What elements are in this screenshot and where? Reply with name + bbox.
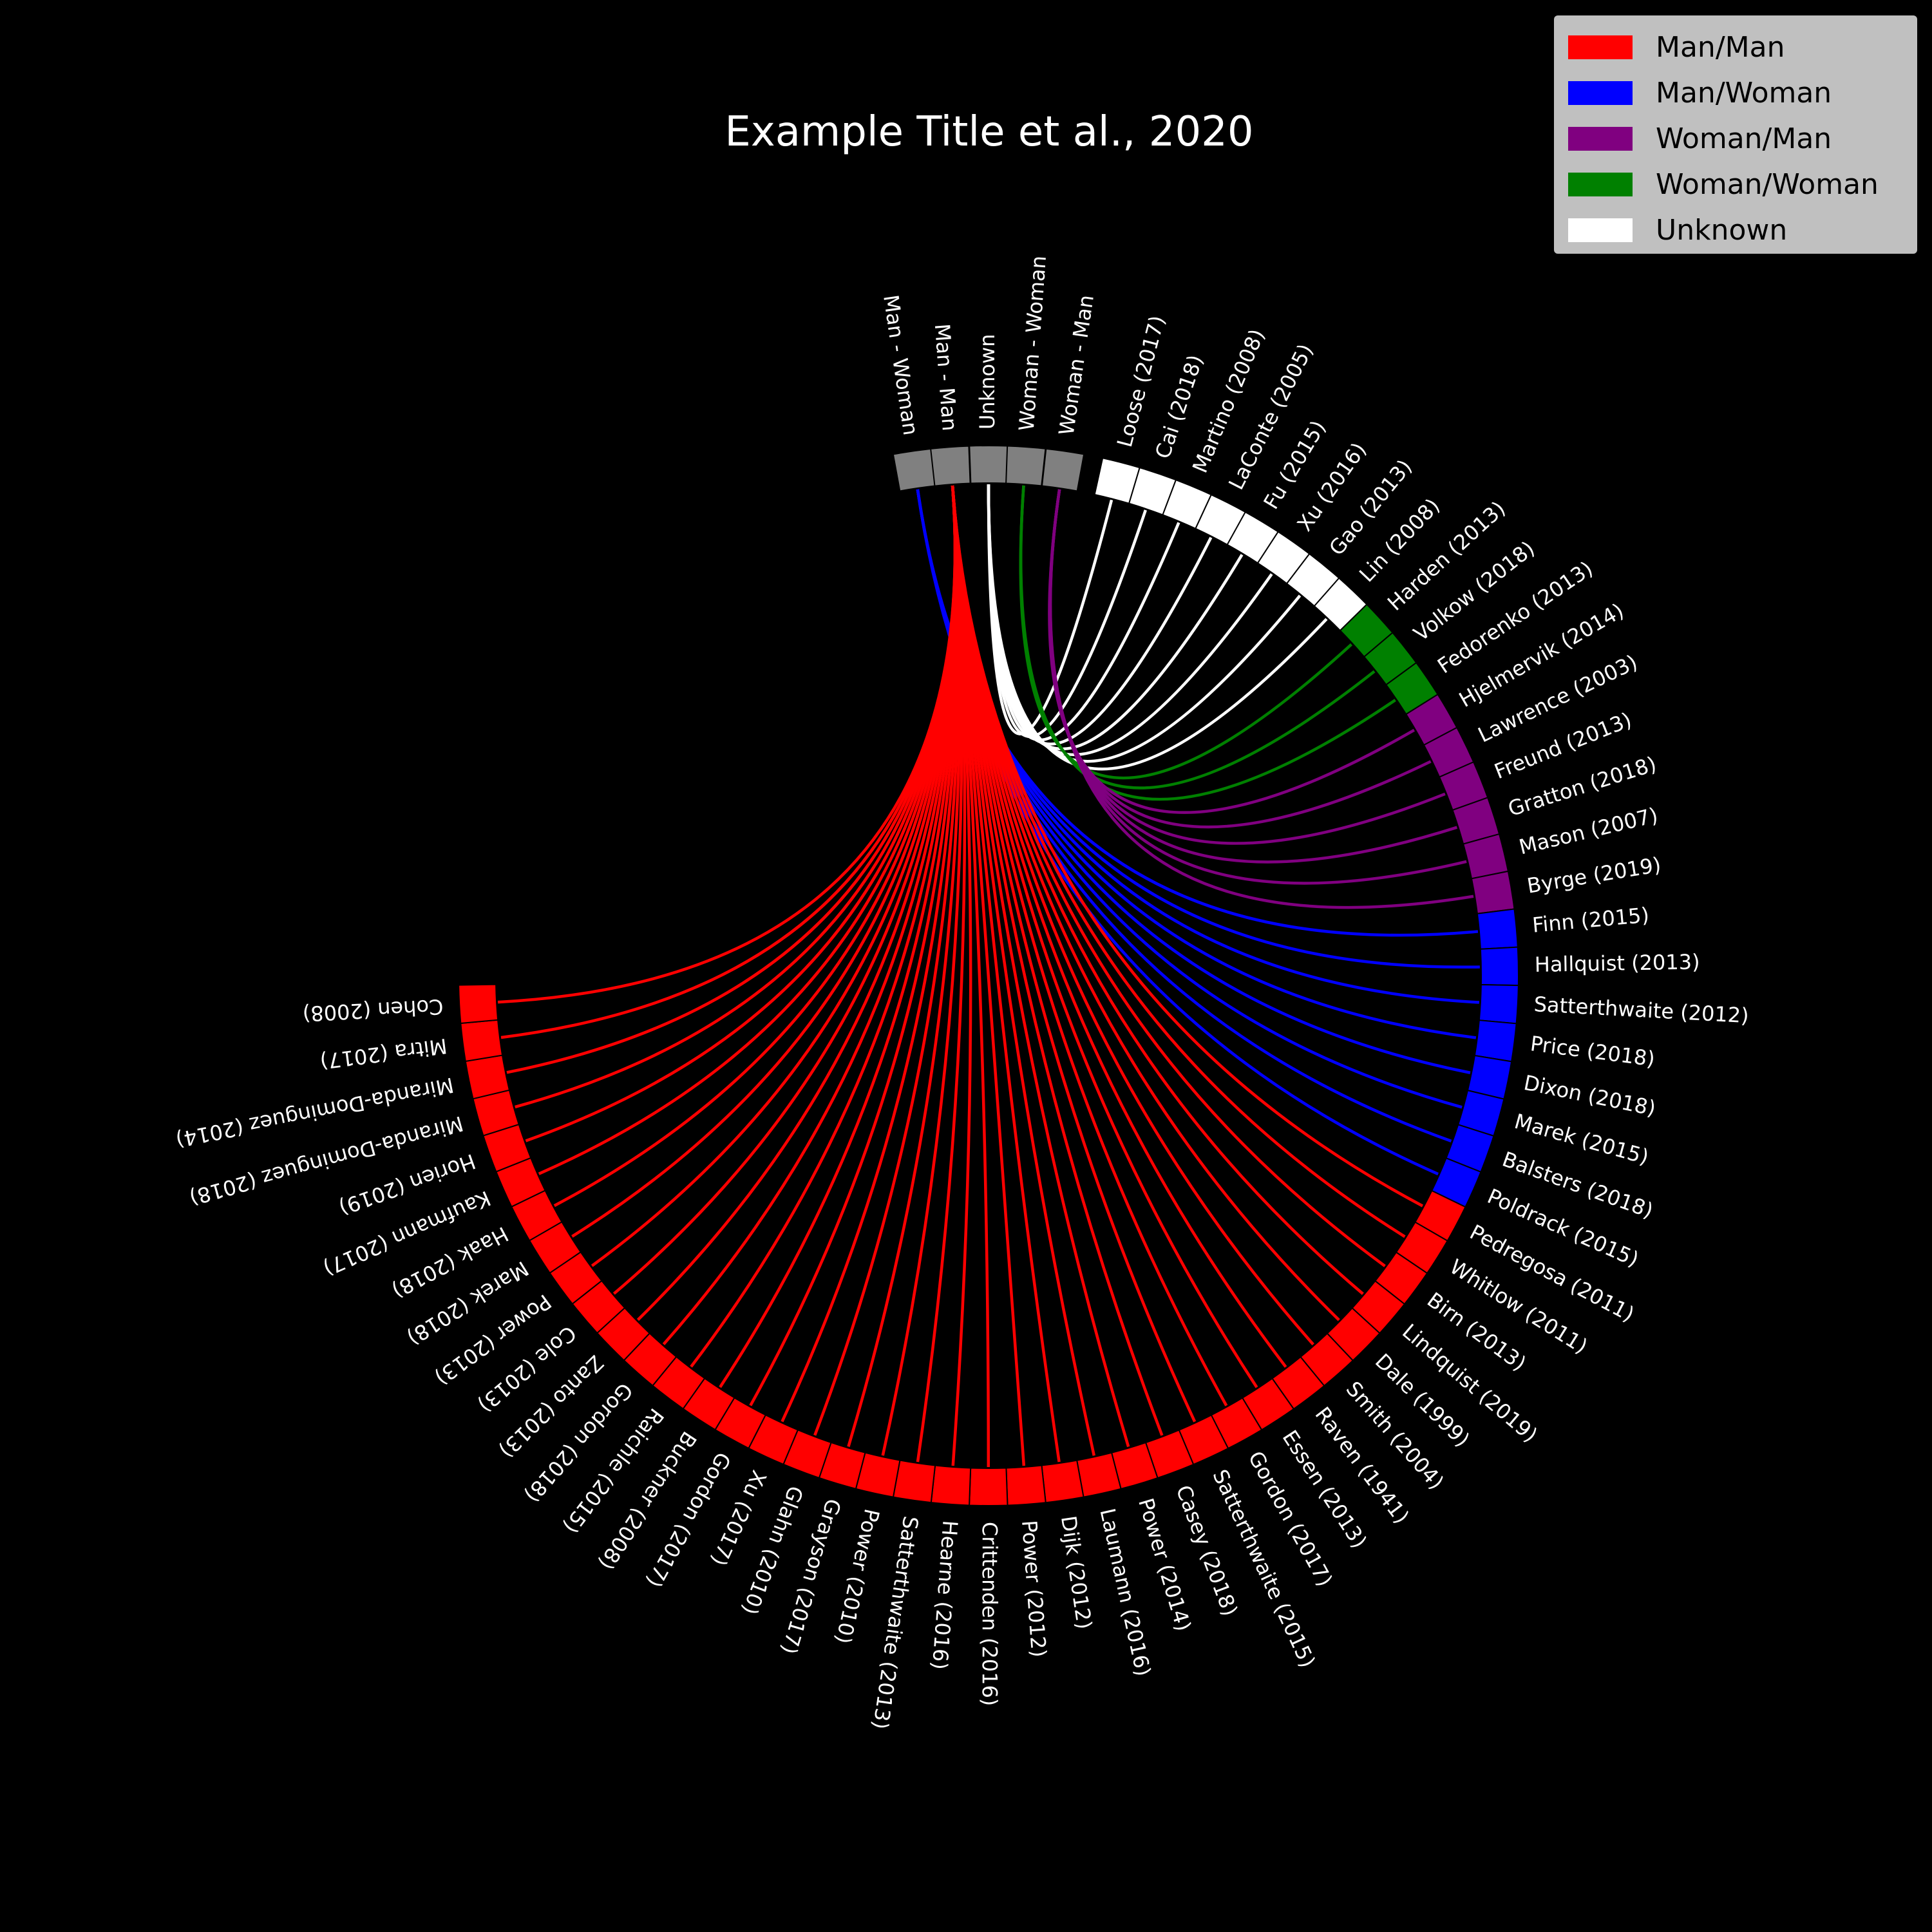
- legend-swatch-unknown: [1568, 218, 1633, 242]
- paper-label: Satterthwaite (2012): [1533, 992, 1750, 1028]
- legend-swatch-woman-man: [1568, 127, 1633, 151]
- legend-swatch-man-woman: [1568, 81, 1633, 105]
- paper-node: [969, 1467, 1009, 1507]
- paper-label: Price (2018): [1529, 1031, 1656, 1071]
- chord-line: [916, 489, 1463, 1109]
- legend-item-woman-woman: Woman/Woman: [1568, 162, 1917, 207]
- paper-label: Cohen (2008): [302, 994, 444, 1027]
- paper-node: [1473, 1019, 1517, 1063]
- legend-swatch-woman-woman: [1568, 173, 1633, 196]
- paper-node: [1476, 908, 1519, 950]
- paper-label: Crittenden (2016): [978, 1522, 1002, 1706]
- legend-item-man-woman: Man/Woman: [1568, 70, 1917, 116]
- category-node: [892, 448, 936, 492]
- category-label: Unknown: [975, 334, 999, 430]
- chord-line: [1048, 489, 1474, 909]
- category-label: Man - Woman: [878, 293, 923, 437]
- category-node: [930, 445, 971, 487]
- legend-label: Woman/Man: [1656, 122, 1832, 155]
- paper-node: [1041, 1459, 1084, 1504]
- chord-line: [662, 485, 958, 1345]
- chord-line: [847, 485, 961, 1447]
- category-label: Woman - Man: [1054, 293, 1099, 437]
- legend-label: Man/Woman: [1656, 77, 1832, 109]
- paper-node: [1470, 870, 1515, 914]
- chord-line: [515, 485, 957, 1109]
- chart-title: Example Title et al., 2020: [724, 108, 1254, 156]
- chords: [497, 484, 1480, 1468]
- legend-item-unknown: Unknown: [1568, 207, 1917, 253]
- chord-line: [951, 485, 1287, 1368]
- legend-label: Man/Man: [1656, 31, 1785, 64]
- paper-node: [464, 1054, 511, 1100]
- category-label: Man - Man: [930, 323, 962, 431]
- category-node: [1041, 448, 1085, 492]
- chord-line: [749, 485, 959, 1406]
- paper-node: [892, 1459, 936, 1504]
- chord-line: [497, 485, 957, 1004]
- paper-node: [1478, 984, 1519, 1025]
- paper-label: Hallquist (2013): [1534, 949, 1700, 977]
- chord-line: [636, 485, 958, 1321]
- paper-label: Power (2012): [1017, 1519, 1051, 1658]
- paper-label: Finn (2015): [1531, 903, 1651, 938]
- paper-node: [930, 1464, 972, 1506]
- paper-label: Byrge (2019): [1525, 852, 1662, 898]
- paper-node: [458, 983, 499, 1025]
- segments: [458, 444, 1519, 1507]
- category-node: [1005, 445, 1046, 487]
- chord-line: [781, 485, 960, 1423]
- chord-line: [690, 485, 958, 1368]
- paper-label: Dijk (2012): [1056, 1514, 1097, 1631]
- paper-label: Raichle (2015): [558, 1404, 668, 1539]
- paper-label: Hearne (2016): [927, 1520, 963, 1671]
- paper-label: Mitra (2017): [319, 1034, 449, 1074]
- category-node: [969, 444, 1009, 484]
- legend-item-man-man: Man/Man: [1568, 24, 1917, 70]
- legend-label: Woman/Woman: [1656, 168, 1879, 201]
- paper-node: [460, 1019, 504, 1063]
- legend-item-woman-man: Woman/Man: [1568, 116, 1917, 162]
- chord-line: [506, 485, 957, 1074]
- chord-line: [571, 485, 957, 1238]
- legend-swatch-man-man: [1568, 35, 1633, 59]
- chord-line: [987, 484, 1328, 771]
- paper-node: [1479, 946, 1519, 987]
- legend: Man/Man Man/Woman Woman/Man Woman/Woman …: [1554, 15, 1917, 254]
- legend-label: Unknown: [1656, 214, 1788, 247]
- paper-label: Dixon (2018): [1522, 1070, 1658, 1121]
- chord-line: [553, 485, 957, 1208]
- paper-node: [1005, 1464, 1046, 1506]
- category-label: Woman - Woman: [1014, 255, 1051, 432]
